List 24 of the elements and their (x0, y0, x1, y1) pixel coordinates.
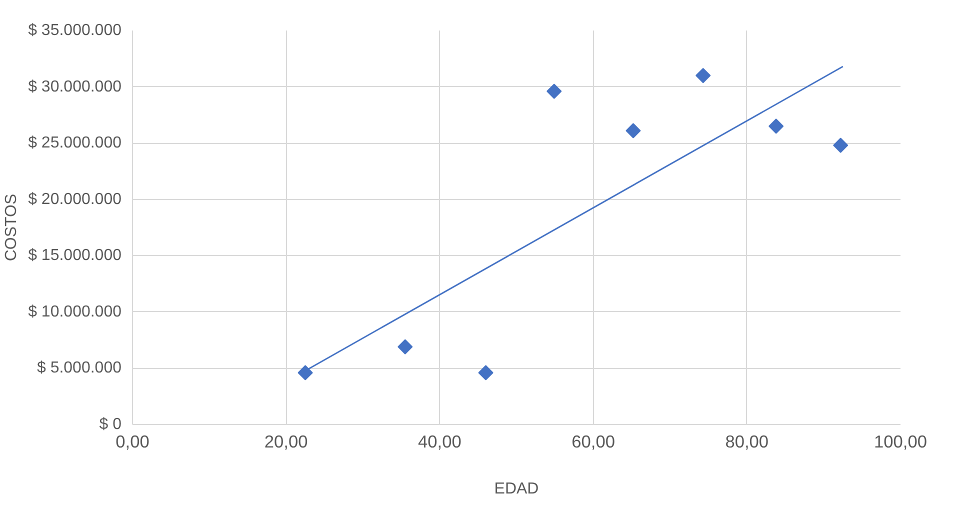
x-tick-label: 80,00 (725, 432, 769, 452)
point (298, 365, 313, 380)
y-tick-label: $ 20.000.000 (28, 190, 122, 208)
y-tick-label: $ 15.000.000 (28, 247, 122, 264)
y-tick-label: $ 0 (99, 416, 122, 433)
point (833, 138, 848, 153)
point (768, 118, 784, 134)
point (478, 365, 494, 380)
y-tick-label: $ 30.000.000 (28, 78, 122, 96)
point (546, 84, 562, 99)
x-axis-title: EDAD (494, 480, 539, 498)
x-tick-label: 20,00 (264, 432, 308, 452)
y-tick-label: $ 35.000.000 (28, 22, 122, 39)
x-tick-label: 0,00 (116, 432, 150, 452)
x-tick-label: 40,00 (418, 432, 462, 452)
point (626, 123, 641, 138)
x-tick-label: 60,00 (572, 432, 615, 452)
y-tick-label: $ 5.000.000 (36, 360, 122, 377)
y-tick-label: $ 10.000.000 (28, 303, 122, 320)
x-tick-label: 100,00 (874, 432, 927, 452)
point (398, 339, 413, 354)
y-tick-label: $ 25.000.000 (28, 134, 122, 152)
point (696, 68, 711, 84)
y-axis-title: COSTOS (3, 194, 20, 262)
